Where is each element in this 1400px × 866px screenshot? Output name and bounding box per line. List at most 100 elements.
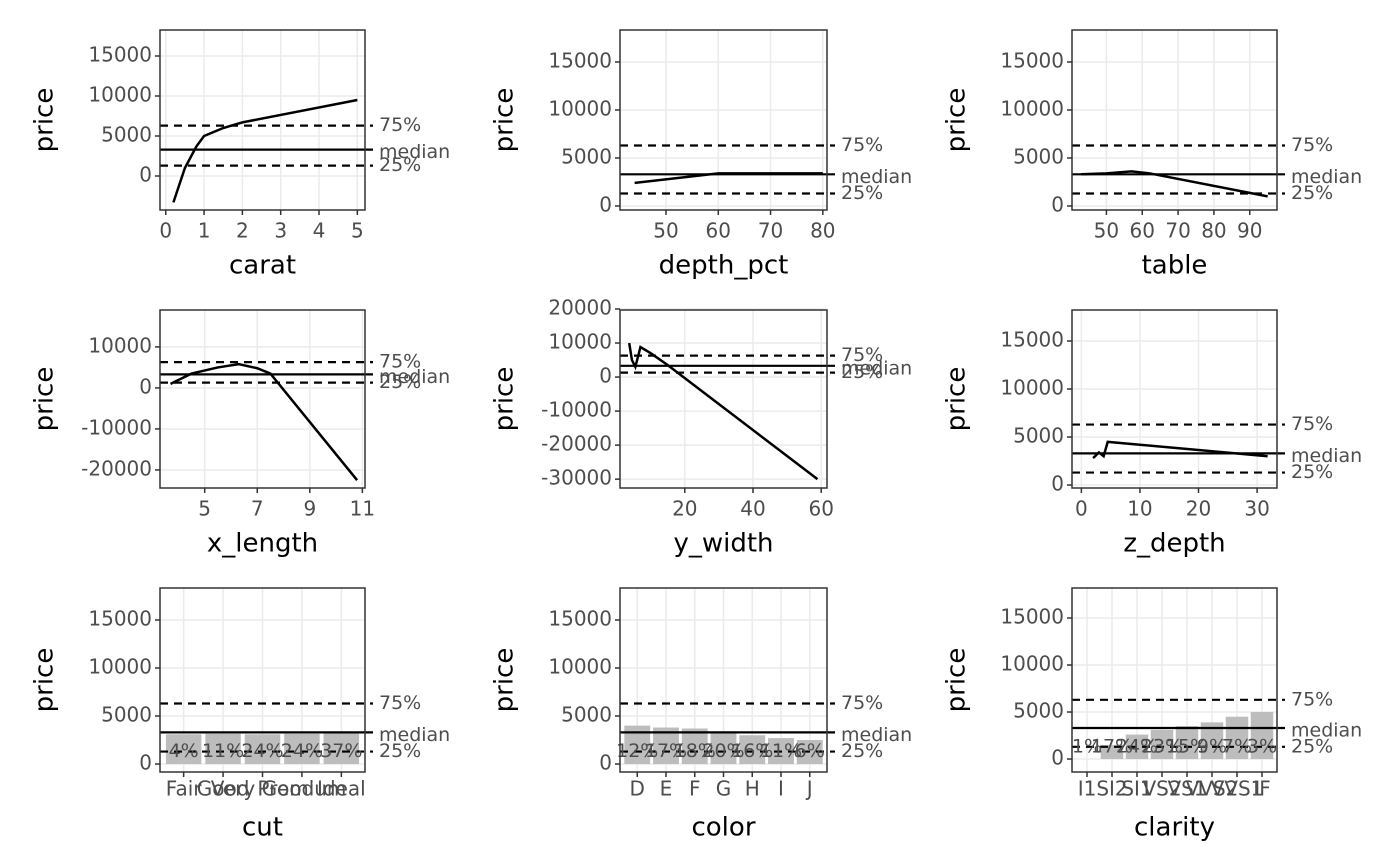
y-axis-title: price xyxy=(490,367,520,432)
x-tick-label: 50 xyxy=(1094,219,1119,243)
bar xyxy=(1175,726,1199,760)
y-axis-title: price xyxy=(942,648,972,713)
x-tick-label: 2 xyxy=(236,219,249,243)
y-tick-label: 15000 xyxy=(88,43,152,67)
x-tick-label: 60 xyxy=(706,219,731,243)
x-tick-label: VVS2 xyxy=(1186,777,1239,801)
x-axis-title: clarity xyxy=(1134,813,1215,843)
reference-label: 75% xyxy=(841,692,883,714)
bar xyxy=(284,733,320,765)
reference-label: 25% xyxy=(379,154,421,176)
y-axis-title: price xyxy=(490,648,520,713)
reference-label: median xyxy=(379,141,450,163)
y-tick-label: 10000 xyxy=(1000,652,1064,676)
bar xyxy=(1100,744,1124,760)
reference-label: 75% xyxy=(1291,688,1333,710)
panel-background xyxy=(160,30,365,210)
y-tick-label: 10000 xyxy=(548,654,612,678)
share-label: 15% xyxy=(1166,735,1208,757)
x-tick-label: 40 xyxy=(740,497,765,521)
y-tick-label: 10000 xyxy=(88,83,152,107)
y-tick-label: 10000 xyxy=(1000,376,1064,400)
x-tick-label: Very Good xyxy=(211,777,315,801)
y-tick-label: -10000 xyxy=(541,398,612,422)
x-tick-label: 5 xyxy=(351,219,364,243)
panel-border xyxy=(1071,309,1278,489)
y-tick-label: 0 xyxy=(599,364,612,388)
bar xyxy=(681,728,708,765)
bar xyxy=(739,735,766,765)
share-label: 1% xyxy=(1072,735,1102,757)
x-tick-label: 0 xyxy=(159,219,172,243)
share-label: 3% xyxy=(1247,735,1277,757)
y-tick-label: 10000 xyxy=(548,96,612,120)
y-tick-label: 0 xyxy=(599,751,612,775)
x-tick-label: 20 xyxy=(672,497,697,521)
share-label: 9% xyxy=(1197,735,1227,757)
y-tick-label: 15000 xyxy=(548,48,612,72)
panel-background xyxy=(620,30,827,210)
y-tick-label: 0 xyxy=(139,374,152,398)
share-label: 37% xyxy=(320,740,362,762)
x-tick-label: SI1 xyxy=(1121,777,1152,801)
y-tick-label: 15000 xyxy=(1000,328,1064,352)
reference-label: 75% xyxy=(1291,413,1333,435)
reference-label: 75% xyxy=(1291,134,1333,156)
y-tick-label: 0 xyxy=(1051,472,1064,496)
y-tick-label: 0 xyxy=(139,163,152,187)
x-tick-label: Ideal xyxy=(317,777,366,801)
x-tick-label: H xyxy=(745,777,760,801)
x-axis-title: carat xyxy=(229,251,296,281)
x-tick-label: 10 xyxy=(1127,497,1152,521)
panel-border xyxy=(159,29,366,211)
x-tick-label: VS1 xyxy=(1167,777,1206,801)
bar xyxy=(205,733,241,765)
x-tick-label: 80 xyxy=(1201,219,1226,243)
share-label: 23% xyxy=(1141,735,1183,757)
x-axis-title: cut xyxy=(242,813,283,843)
x-tick-label: J xyxy=(805,777,813,801)
panel-border xyxy=(619,309,828,489)
reference-label: 25% xyxy=(1291,735,1333,757)
y-tick-label: -20000 xyxy=(81,456,152,480)
reference-label: median xyxy=(1291,719,1362,741)
share-label: 24% xyxy=(1116,735,1158,757)
panel-background xyxy=(1072,30,1277,210)
x-tick-label: 80 xyxy=(810,219,835,243)
y-tick-label: 5000 xyxy=(1013,144,1064,168)
x-tick-label: IF xyxy=(1253,777,1270,801)
y-tick-label: 10000 xyxy=(88,333,152,357)
share-label: 11% xyxy=(202,740,244,762)
x-tick-label: 9 xyxy=(303,497,316,521)
line xyxy=(172,98,358,203)
bar xyxy=(244,734,281,765)
x-axis-title: y_width xyxy=(673,529,773,559)
x-tick-label: I1 xyxy=(1078,777,1097,801)
share-label: 17% xyxy=(1091,735,1133,757)
share-label: 11% xyxy=(760,740,802,762)
reference-label: 25% xyxy=(379,371,421,393)
bar xyxy=(323,733,360,765)
y-axis-title: price xyxy=(942,88,972,153)
reference-label: 25% xyxy=(841,182,883,204)
x-tick-label: 90 xyxy=(1237,219,1262,243)
panel-border xyxy=(619,587,828,773)
y-tick-label: 0 xyxy=(139,751,152,775)
y-tick-label: 5000 xyxy=(101,123,152,147)
share-label: 24% xyxy=(241,740,283,762)
reference-label: median xyxy=(841,724,912,746)
share-label: 12% xyxy=(616,740,658,762)
y-tick-label: 0 xyxy=(599,192,612,216)
x-tick-label: 60 xyxy=(808,497,833,521)
panel-border xyxy=(159,309,366,489)
share-label: 20% xyxy=(702,740,744,762)
y-tick-label: 0 xyxy=(1051,192,1064,216)
x-tick-label: G xyxy=(716,777,732,801)
x-tick-label: Fair xyxy=(166,777,202,801)
y-tick-label: -30000 xyxy=(541,466,612,490)
y-axis-title: price xyxy=(30,88,60,153)
reference-label: median xyxy=(841,166,912,188)
y-tick-label: 20000 xyxy=(548,295,612,319)
reference-label: 75% xyxy=(379,114,421,136)
